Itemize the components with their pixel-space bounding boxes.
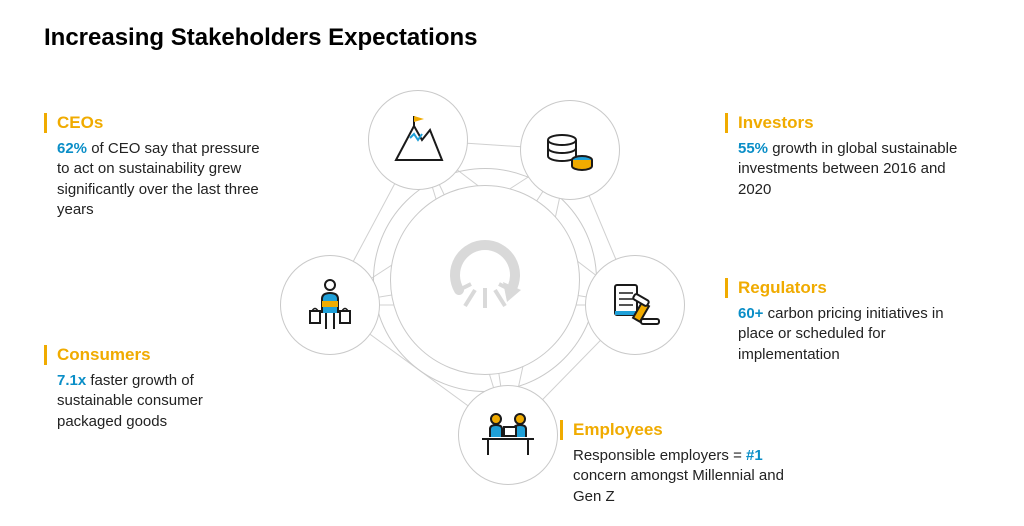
node-consumers	[280, 255, 380, 355]
callout-body: 62% of CEO say that pressure to act on s…	[44, 139, 264, 220]
callout-heading: Consumers	[44, 345, 264, 365]
node-employees	[458, 385, 558, 485]
stat-value: #1	[746, 447, 763, 464]
center-arrow-icon	[435, 230, 535, 330]
callout-heading: Employees	[560, 420, 790, 440]
desk-icon	[476, 403, 540, 467]
shopper-icon	[298, 273, 362, 337]
callout-investors: Investors 55% growth in global sustainab…	[725, 113, 965, 200]
coins-icon	[538, 118, 602, 182]
node-investors	[520, 100, 620, 200]
stat-value: 55%	[738, 140, 768, 157]
stat-value: 7.1x	[57, 372, 86, 389]
node-regulators	[585, 255, 685, 355]
node-ceos	[368, 90, 468, 190]
callout-body: 60+ carbon pricing initiatives in place …	[725, 304, 965, 365]
callout-consumers: Consumers 7.1x faster growth of sustaina…	[44, 345, 264, 432]
callout-heading: CEOs	[44, 113, 264, 133]
callout-ceos: CEOs 62% of CEO say that pressure to act…	[44, 113, 264, 220]
mountain-icon	[386, 108, 450, 172]
callout-heading: Investors	[725, 113, 965, 133]
callout-heading: Regulators	[725, 278, 965, 298]
callout-body: Responsible employers = #1 concern among…	[560, 446, 790, 507]
stat-value: 60+	[738, 305, 763, 322]
callout-body: 7.1x faster growth of sustainable consum…	[44, 371, 264, 432]
gavel-icon	[603, 273, 667, 337]
stat-value: 62%	[57, 140, 87, 157]
center-circle	[390, 185, 580, 375]
page-title: Increasing Stakeholders Expectations	[44, 24, 478, 52]
callout-employees: Employees Responsible employers = #1 con…	[560, 420, 790, 507]
callout-body: 55% growth in global sustainable investm…	[725, 139, 965, 200]
callout-regulators: Regulators 60+ carbon pricing initiative…	[725, 278, 965, 365]
